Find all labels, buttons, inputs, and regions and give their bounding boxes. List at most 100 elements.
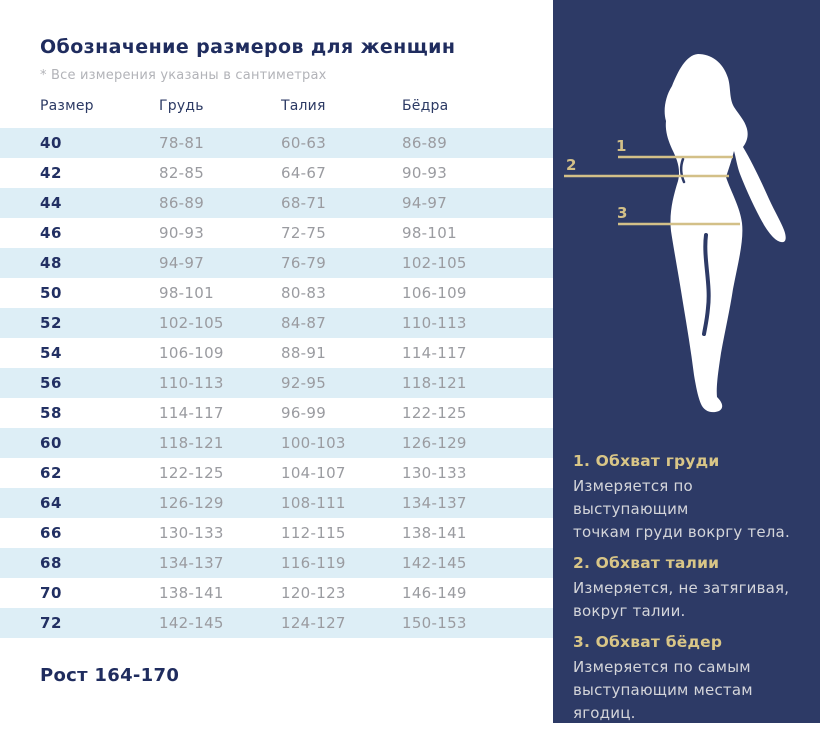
hips-cell: 102-105 bbox=[402, 254, 467, 272]
chest-cell: 122-125 bbox=[159, 464, 224, 482]
legend-item-lines: Измеряется по выступающим точкам груди во… bbox=[573, 475, 813, 544]
chest-cell: 90-93 bbox=[159, 224, 205, 242]
legend-line: Измеряется, не затягивая, bbox=[573, 579, 790, 597]
waist-cell: 104-107 bbox=[281, 464, 346, 482]
waist-cell: 60-63 bbox=[281, 134, 327, 152]
waist-cell: 96-99 bbox=[281, 404, 327, 422]
legend-item: 3. Обхват бёдер Измеряется по самым высту… bbox=[573, 633, 813, 725]
size-cell: 68 bbox=[40, 554, 63, 572]
legend-item-lines: Измеряется, не затягивая, вокруг талии. bbox=[573, 577, 813, 623]
legend-item-lines: Измеряется по самым выступающим местам яг… bbox=[573, 656, 813, 725]
size-cell: 62 bbox=[40, 464, 63, 482]
chest-cell: 82-85 bbox=[159, 164, 205, 182]
size-cell: 46 bbox=[40, 224, 63, 242]
waist-cell: 80-83 bbox=[281, 284, 327, 302]
legend-line: точкам груди вокргу тела. bbox=[573, 523, 790, 541]
table-row: 50 98-101 80-83 106-109 bbox=[0, 278, 553, 308]
size-cell: 50 bbox=[40, 284, 63, 302]
chest-cell: 114-117 bbox=[159, 404, 224, 422]
legend-line: Измеряется по самым bbox=[573, 658, 751, 676]
waist-cell: 124-127 bbox=[281, 614, 346, 632]
hips-cell: 110-113 bbox=[402, 314, 467, 332]
size-cell: 54 bbox=[40, 344, 63, 362]
size-cell: 66 bbox=[40, 524, 63, 542]
legend-item-title: 1. Обхват груди bbox=[573, 452, 720, 470]
table-row: 62 122-125 104-107 130-133 bbox=[0, 458, 553, 488]
table-row: 56 110-113 92-95 118-121 bbox=[0, 368, 553, 398]
legend-item-title: 3. Обхват бёдер bbox=[573, 633, 723, 651]
hips-cell: 86-89 bbox=[402, 134, 448, 152]
page-title: Обозначение размеров для женщин bbox=[40, 36, 456, 58]
chest-cell: 98-101 bbox=[159, 284, 214, 302]
hips-cell: 126-129 bbox=[402, 434, 467, 452]
measurements-note: * Все измерения указаны в сантиметрах bbox=[40, 68, 327, 83]
waist-line-label: 2 bbox=[566, 156, 576, 174]
waist-cell: 112-115 bbox=[281, 524, 346, 542]
waist-cell: 108-111 bbox=[281, 494, 346, 512]
table-row: 54 106-109 88-91 114-117 bbox=[0, 338, 553, 368]
hips-cell: 98-101 bbox=[402, 224, 457, 242]
hips-cell: 118-121 bbox=[402, 374, 467, 392]
chest-cell: 94-97 bbox=[159, 254, 205, 272]
size-cell: 64 bbox=[40, 494, 63, 512]
waist-detail bbox=[679, 157, 686, 184]
hips-cell: 146-149 bbox=[402, 584, 467, 602]
hips-cell: 90-93 bbox=[402, 164, 448, 182]
size-cell: 40 bbox=[40, 134, 63, 152]
measurement-panel: 1 2 3 1. Обхват груди Измеряется по выст… bbox=[553, 0, 820, 723]
waist-cell: 84-87 bbox=[281, 314, 327, 332]
measure-legend: 1. Обхват груди Измеряется по выступающи… bbox=[573, 452, 813, 729]
chest-cell: 130-133 bbox=[159, 524, 224, 542]
table-row: 48 94-97 76-79 102-105 bbox=[0, 248, 553, 278]
column-header-chest: Грудь bbox=[159, 98, 204, 114]
table-row: 70 138-141 120-123 146-149 bbox=[0, 578, 553, 608]
bust-line-label: 1 bbox=[616, 137, 626, 155]
waist-cell: 116-119 bbox=[281, 554, 346, 572]
chest-cell: 102-105 bbox=[159, 314, 224, 332]
table-row: 40 78-81 60-63 86-89 bbox=[0, 128, 553, 158]
size-table-body: 40 78-81 60-63 86-89 42 82-85 64-67 90-9… bbox=[0, 128, 553, 638]
chest-cell: 78-81 bbox=[159, 134, 205, 152]
leg-gap-detail bbox=[702, 233, 711, 336]
legend-line: выступающим местам ягодиц. bbox=[573, 681, 753, 722]
size-cell: 48 bbox=[40, 254, 63, 272]
table-row: 42 82-85 64-67 90-93 bbox=[0, 158, 553, 188]
size-cell: 42 bbox=[40, 164, 63, 182]
chest-cell: 142-145 bbox=[159, 614, 224, 632]
chest-cell: 118-121 bbox=[159, 434, 224, 452]
size-cell: 56 bbox=[40, 374, 63, 392]
size-cell: 72 bbox=[40, 614, 63, 632]
legend-item: 1. Обхват груди Измеряется по выступающи… bbox=[573, 452, 813, 544]
chest-cell: 138-141 bbox=[159, 584, 224, 602]
waist-cell: 76-79 bbox=[281, 254, 327, 272]
waist-cell: 88-91 bbox=[281, 344, 327, 362]
waist-cell: 64-67 bbox=[281, 164, 327, 182]
waist-cell: 72-75 bbox=[281, 224, 327, 242]
size-cell: 52 bbox=[40, 314, 63, 332]
hips-cell: 130-133 bbox=[402, 464, 467, 482]
woman-silhouette-figure: 1 2 3 bbox=[564, 54, 786, 413]
column-header-waist: Талия bbox=[281, 98, 326, 114]
size-cell: 58 bbox=[40, 404, 63, 422]
chest-cell: 86-89 bbox=[159, 194, 205, 212]
hips-cell: 94-97 bbox=[402, 194, 448, 212]
column-header-size: Размер bbox=[40, 98, 94, 114]
table-row: 58 114-117 96-99 122-125 bbox=[0, 398, 553, 428]
legend-line: Измеряется по выступающим bbox=[573, 477, 693, 518]
hips-cell: 134-137 bbox=[402, 494, 467, 512]
size-cell: 70 bbox=[40, 584, 63, 602]
table-row: 60 118-121 100-103 126-129 bbox=[0, 428, 553, 458]
waist-cell: 100-103 bbox=[281, 434, 346, 452]
size-cell: 60 bbox=[40, 434, 63, 452]
legend-line: вокруг талии. bbox=[573, 602, 686, 620]
woman-silhouette bbox=[664, 54, 786, 413]
table-row: 68 134-137 116-119 142-145 bbox=[0, 548, 553, 578]
waist-cell: 120-123 bbox=[281, 584, 346, 602]
chest-cell: 106-109 bbox=[159, 344, 224, 362]
column-header-hips: Бёдра bbox=[402, 98, 449, 114]
table-row: 44 86-89 68-71 94-97 bbox=[0, 188, 553, 218]
waist-cell: 92-95 bbox=[281, 374, 327, 392]
size-cell: 44 bbox=[40, 194, 63, 212]
table-header-row: Размер Грудь Талия Бёдра bbox=[0, 98, 553, 114]
